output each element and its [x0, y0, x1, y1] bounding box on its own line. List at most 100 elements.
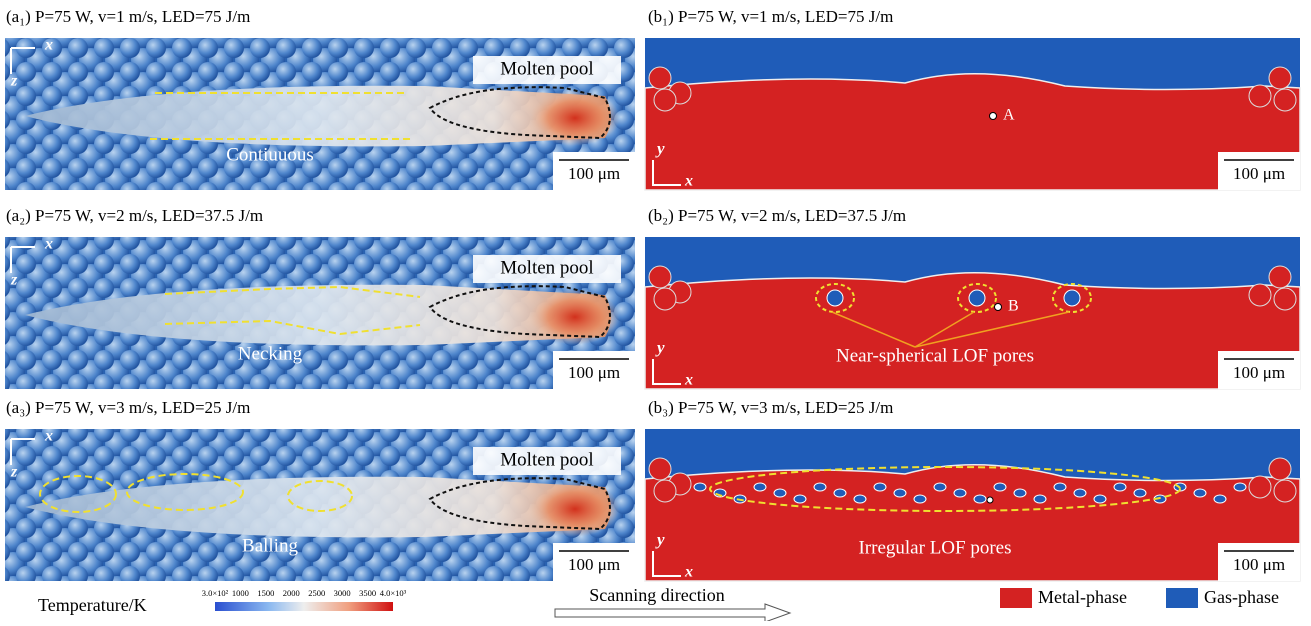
- particle: [1249, 85, 1271, 107]
- colorbar-tick-label: 2500: [308, 588, 325, 598]
- colorbar-tick-label: 1000: [232, 588, 249, 598]
- pore: [1034, 495, 1046, 503]
- pore: [794, 495, 806, 503]
- pore: [834, 489, 846, 497]
- pore: [754, 483, 766, 491]
- particle: [1274, 89, 1296, 111]
- feature-label: Irregular LOF pores: [858, 537, 1011, 558]
- pore: [1074, 489, 1086, 497]
- scan-label: Scanning direction: [589, 585, 724, 605]
- pool-label: Molten pool: [500, 58, 593, 79]
- particle: [1269, 266, 1291, 288]
- pore: [994, 483, 1006, 491]
- particle: [1269, 67, 1291, 89]
- metal-phase: [645, 273, 1300, 389]
- axis-label: x: [44, 428, 53, 445]
- pool-label: Molten pool: [500, 257, 593, 278]
- pore: [694, 483, 706, 491]
- panel-title: (b₃) P=75 W, v=3 m/s, LED=25 J/m: [648, 398, 893, 417]
- scan-arrow: [555, 604, 790, 621]
- pore: [827, 290, 843, 306]
- particle: [654, 89, 676, 111]
- pore: [1064, 290, 1080, 306]
- scale-label: 100 μm: [568, 164, 620, 183]
- colorbar-tick-label: 1500: [257, 588, 274, 598]
- panel-title: (b₂) P=75 W, v=2 m/s, LED=37.5 J/m: [648, 206, 906, 225]
- colorbar-tick-label: 2000: [283, 588, 300, 598]
- legend-swatch: [1000, 588, 1032, 608]
- particle: [649, 67, 671, 89]
- pore: [814, 483, 826, 491]
- pore: [934, 483, 946, 491]
- pore: [894, 489, 906, 497]
- panel-title: (b₁) P=75 W, v=1 m/s, LED=75 J/m: [648, 7, 893, 26]
- scale-label: 100 μm: [568, 555, 620, 574]
- particle: [1274, 288, 1296, 310]
- axis-label: z: [10, 464, 18, 481]
- colorbar-tick-label: 4.0×10³: [380, 588, 407, 598]
- particle: [1249, 476, 1271, 498]
- point-label: A: [1003, 107, 1015, 124]
- axis-label: z: [10, 272, 18, 289]
- pore: [969, 290, 985, 306]
- particle: [1274, 480, 1296, 502]
- scale-label: 100 μm: [568, 363, 620, 382]
- pore: [1054, 483, 1066, 491]
- particle: [649, 458, 671, 480]
- particle: [654, 288, 676, 310]
- panel-title: (a₃) P=75 W, v=3 m/s, LED=25 J/m: [6, 398, 250, 417]
- particle: [649, 266, 671, 288]
- pore: [1234, 483, 1246, 491]
- panel-title: (a₂) P=75 W, v=2 m/s, LED=37.5 J/m: [6, 206, 263, 225]
- scale-label: 100 μm: [1233, 555, 1285, 574]
- pore: [774, 489, 786, 497]
- particle: [1269, 458, 1291, 480]
- axis-label: y: [655, 139, 665, 158]
- axis-label: x: [44, 236, 53, 253]
- pool-label: Molten pool: [500, 449, 593, 470]
- particle: [1249, 284, 1271, 306]
- pore: [874, 483, 886, 491]
- legend-label: Gas-phase: [1204, 587, 1279, 607]
- colorbar-label: Temperature/K: [38, 595, 147, 615]
- axis-label: z: [10, 73, 18, 90]
- pore: [1014, 489, 1026, 497]
- point: [990, 113, 997, 120]
- pore: [954, 489, 966, 497]
- legend-label: Metal-phase: [1038, 587, 1127, 607]
- figure-body: (a₁) P=75 W, v=1 m/s, LED=75 J/m Molten p…: [5, 7, 1300, 621]
- scale-label: 100 μm: [1233, 363, 1285, 382]
- axis-label: x: [684, 173, 693, 190]
- pore: [1094, 495, 1106, 503]
- metal-phase: [645, 465, 1300, 581]
- feature-label: Balling: [242, 535, 298, 556]
- pore: [854, 495, 866, 503]
- pore: [1214, 495, 1226, 503]
- feature-label: Necking: [238, 343, 303, 364]
- feature-label: Contiuuous: [226, 144, 314, 165]
- colorbar-tick-label: 3500: [359, 588, 376, 598]
- panel-title: (a₁) P=75 W, v=1 m/s, LED=75 J/m: [6, 7, 250, 26]
- point-label: B: [1008, 298, 1019, 315]
- point: [995, 304, 1002, 311]
- pore: [1194, 489, 1206, 497]
- pore: [1114, 483, 1126, 491]
- scale-label: 100 μm: [1233, 164, 1285, 183]
- pore: [1134, 489, 1146, 497]
- axis-label: x: [44, 37, 53, 54]
- legend-swatch: [1166, 588, 1198, 608]
- feature-label: Near-spherical LOF pores: [836, 345, 1034, 366]
- pore: [914, 495, 926, 503]
- axis-label: x: [684, 564, 693, 581]
- colorbar: [215, 602, 393, 611]
- pore: [974, 495, 986, 503]
- figure: (a₁) P=75 W, v=1 m/s, LED=75 J/m Molten p…: [0, 0, 1311, 621]
- point: [987, 497, 993, 503]
- axis-label: y: [655, 338, 665, 357]
- particle: [654, 480, 676, 502]
- colorbar-tick-label: 3.0×10²: [202, 588, 229, 598]
- colorbar-tick-label: 3000: [334, 588, 351, 598]
- axis-label: x: [684, 372, 693, 389]
- metal-phase: [645, 74, 1300, 190]
- axis-label: y: [655, 530, 665, 549]
